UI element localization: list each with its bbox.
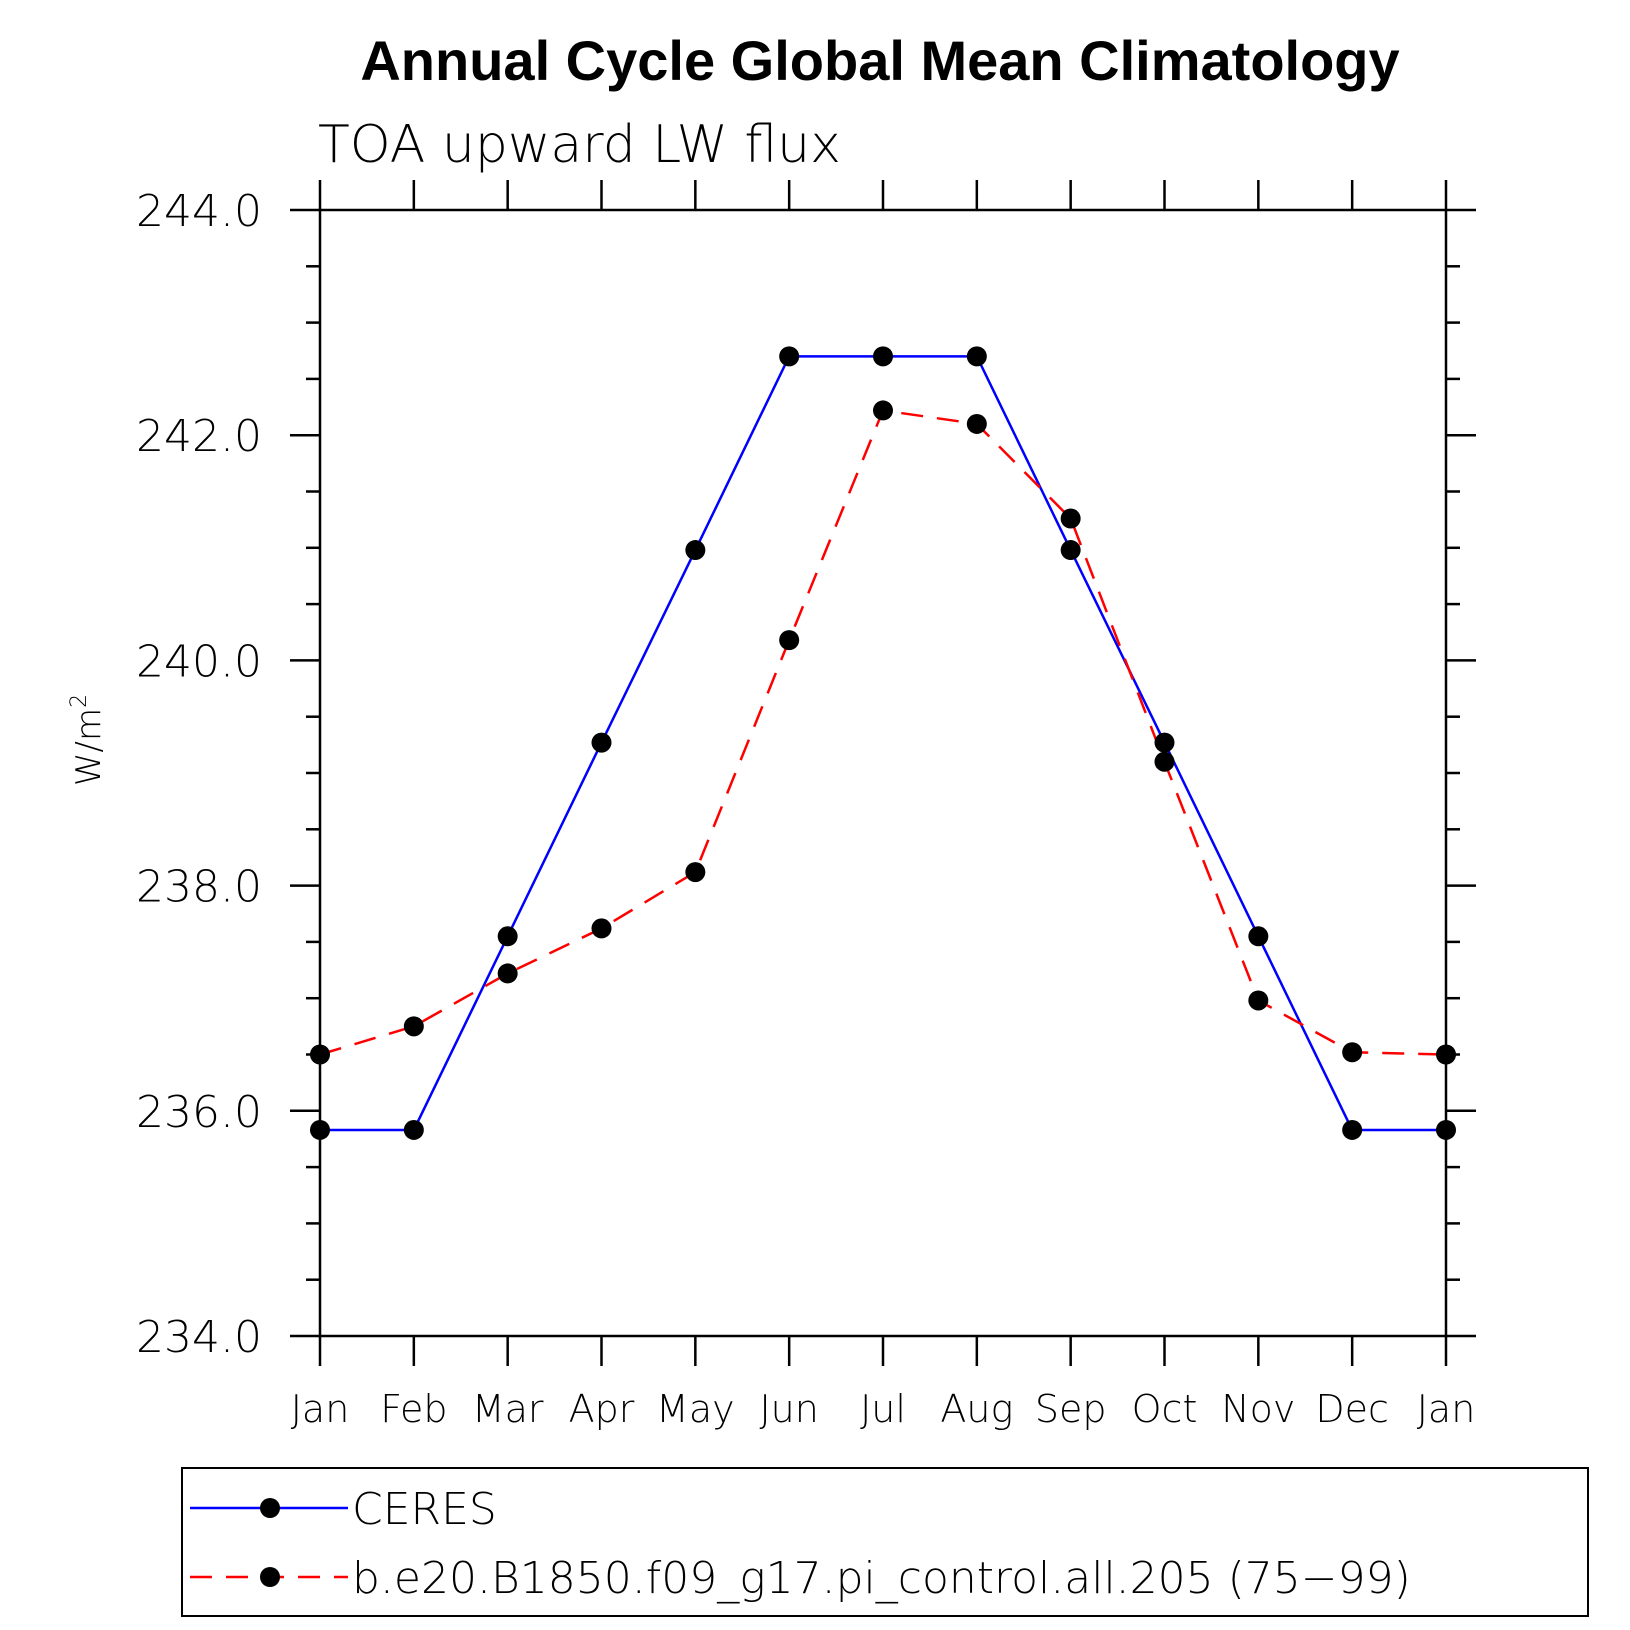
- x-tick-label: Mar: [472, 1387, 544, 1431]
- legend-label-2: b.e20.B1850.f09_g17.pi_control.all.205 (…: [352, 1553, 1411, 1604]
- chart-subtitle: TOA upward LW flux: [318, 115, 841, 175]
- y-tick-label: 236.0: [136, 1087, 262, 1138]
- x-tick-label: Jul: [860, 1387, 906, 1431]
- legend: CERES b.e20.B1850.f09_g17.pi_control.all.…: [181, 1467, 1589, 1617]
- series-1-point: [310, 1119, 330, 1140]
- x-tick-label: Jun: [759, 1387, 818, 1431]
- series-1-point: [966, 346, 987, 367]
- x-tick-label: Feb: [380, 1387, 447, 1431]
- series-line-1: [320, 355, 1446, 1132]
- y-axis-label: W/m2: [67, 694, 109, 786]
- x-tick-label: Aug: [940, 1387, 1013, 1431]
- y-axis-label-base: W/m: [69, 708, 109, 786]
- series-1-point: [779, 346, 800, 367]
- series-2-point: [1342, 1042, 1363, 1063]
- series-2-point: [1436, 1044, 1456, 1065]
- series-2-point: [310, 1044, 330, 1065]
- svg-text:W/m2: W/m2: [67, 694, 109, 786]
- series-1-point: [591, 732, 612, 753]
- plot-frame: [318, 208, 1448, 1338]
- y-tick-label: 242.0: [136, 411, 262, 462]
- legend-label-1: CERES: [352, 1484, 497, 1535]
- series-2-point: [966, 413, 987, 434]
- series-2-point: [685, 862, 706, 883]
- x-tick-label: Sep: [1035, 1387, 1107, 1431]
- x-tick-label: May: [656, 1387, 735, 1431]
- series-2-point: [779, 630, 800, 651]
- y-tick-label: 240.0: [136, 636, 262, 687]
- series-2-point: [497, 963, 518, 984]
- series-line-2: [319, 409, 1447, 1056]
- x-tick-label: Jan: [291, 1387, 350, 1431]
- series-1-point: [1154, 732, 1175, 753]
- x-tick-label: Apr: [569, 1387, 635, 1431]
- series-2-point: [403, 1016, 424, 1037]
- series-2-point: [873, 400, 893, 421]
- chart-title: Annual Cycle Global Mean Climatology: [360, 29, 1399, 92]
- series-1-point: [1248, 926, 1269, 947]
- y-tick-label: 244.0: [136, 186, 262, 237]
- x-tick-label: Dec: [1315, 1387, 1389, 1431]
- series-1-point: [1342, 1119, 1363, 1140]
- plot-area: 234.0 236.0 238.0 240.0 242.0 244.0 Jan Feb Mar A…: [136, 180, 1476, 1431]
- x-tick-label: Oct: [1132, 1387, 1198, 1431]
- series-1-point: [403, 1119, 424, 1140]
- series-2-point: [1248, 990, 1269, 1011]
- x-tick-label: Nov: [1221, 1387, 1295, 1431]
- series-2-point: [1060, 508, 1081, 529]
- series-1-point: [1060, 540, 1081, 561]
- series-2-point: [1154, 751, 1175, 772]
- series-2-point: [591, 918, 612, 939]
- x-tick-label: Jan: [1417, 1387, 1476, 1431]
- series-1-point: [685, 540, 706, 561]
- series-1-point: [497, 926, 518, 947]
- legend-marker-2: [260, 1567, 280, 1587]
- y-tick-label: 238.0: [136, 862, 262, 913]
- y-axis-label-superscript: 2: [67, 694, 92, 708]
- legend-box: [181, 1467, 1589, 1617]
- legend-marker-1: [260, 1498, 280, 1518]
- y-tick-label: 234.0: [136, 1312, 262, 1363]
- series-1-point: [1436, 1119, 1456, 1140]
- series-1-point: [873, 346, 893, 367]
